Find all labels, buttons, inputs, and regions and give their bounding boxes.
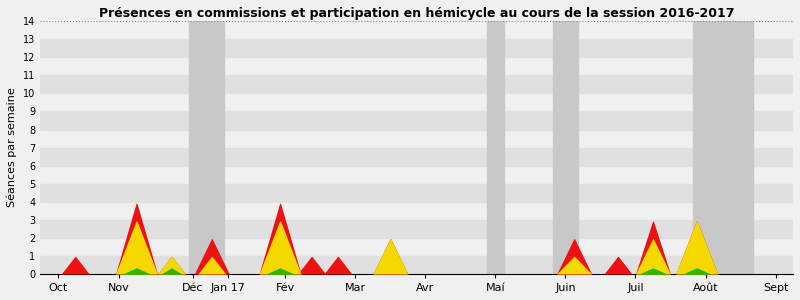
Y-axis label: Séances par semaine: Séances par semaine (7, 88, 18, 207)
Bar (40, 220, 793, 238)
Bar (40, 184, 793, 202)
Bar (40, 75, 793, 93)
Bar (40, 111, 793, 130)
Bar (40, 148, 793, 166)
Bar (554, 21, 578, 274)
Bar (40, 256, 793, 274)
Title: Présences en commissions et participation en hémicycle au cours de la session 20: Présences en commissions et participatio… (99, 7, 734, 20)
Bar (40, 39, 793, 57)
Bar (694, 21, 753, 274)
Bar (486, 21, 504, 274)
Bar (189, 21, 224, 274)
